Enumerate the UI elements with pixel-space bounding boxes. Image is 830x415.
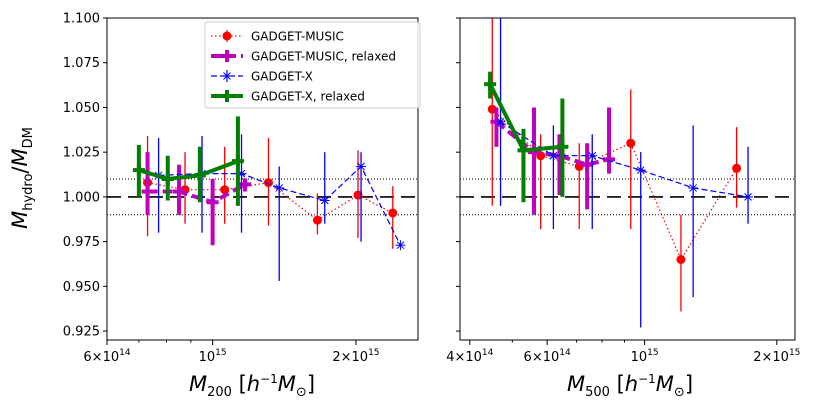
data-point: [676, 255, 686, 264]
data-point: [743, 191, 754, 202]
y-tick-label: 1.025: [63, 146, 100, 161]
x-axis-title-left: M200 [h−1M⊙]: [189, 372, 315, 400]
data-point: [517, 144, 530, 157]
x-tick-label: 6×1014: [83, 348, 130, 365]
data-point: [732, 163, 742, 173]
data-point: [353, 190, 363, 200]
data-point: [356, 161, 367, 172]
legend-marker: [221, 50, 233, 62]
data-point: [548, 150, 559, 161]
legend-label: GADGET-X: [251, 70, 313, 84]
data-point: [263, 178, 273, 188]
series-gadget-x-relaxed: [132, 116, 244, 206]
data-point: [581, 158, 594, 171]
legend-box: [204, 21, 421, 109]
data-point: [231, 155, 244, 168]
legend-marker: [222, 31, 232, 41]
y-tick-label: 1.000: [63, 190, 100, 205]
data-point: [556, 140, 569, 153]
x-tick-label: 2×1015: [332, 348, 379, 365]
series-line: [500, 121, 749, 198]
data-point: [161, 173, 174, 185]
plot-area-right: [460, 18, 795, 328]
data-point: [312, 215, 322, 225]
x-tick-label: 4×1014: [446, 348, 493, 365]
data-point: [173, 185, 186, 198]
y-tick-label: 1.075: [63, 56, 100, 71]
data-point: [395, 240, 406, 251]
y-tick-label: 1.050: [63, 101, 100, 116]
data-point: [603, 153, 616, 166]
data-point: [132, 164, 145, 177]
series-gadget-music-relaxed: [141, 152, 252, 246]
x-axis-title-right: M500 [h−1M⊙]: [567, 372, 693, 400]
y-tick-label: 0.925: [63, 325, 100, 340]
legend-entry: GADGET-X: [211, 70, 313, 84]
y-axis-title: Mhydro/MDM: [8, 127, 36, 229]
axes-frame-left: [106, 17, 419, 341]
series-gadget-x: [495, 18, 754, 328]
legend-entry: GADGET-MUSIC, relaxed: [211, 50, 396, 64]
data-point: [220, 185, 230, 195]
legend: GADGET-MUSIC GADGET-MUSIC, relaxed GADGET-…: [204, 21, 421, 109]
series-gadget-music: [487, 18, 742, 312]
legend-label: GADGET-X, relaxed: [251, 90, 365, 104]
axes-frame-right: [459, 17, 796, 341]
y-tick-label: 0.950: [63, 280, 100, 295]
y-tick-label: 0.975: [63, 235, 100, 250]
left-panel: 0.925 0.950 0.975 1.000 1.025 1.050 1.075 1.100…: [63, 12, 419, 365]
data-point: [587, 150, 598, 161]
legend-marker: [221, 90, 233, 102]
y-tick-label: 1.100: [63, 12, 100, 27]
series-gadget-x-relaxed: [484, 71, 569, 203]
x-tick-label: 2×1015: [753, 348, 800, 365]
legend-label: GADGET-MUSIC: [251, 30, 344, 44]
series-line: [491, 108, 738, 261]
series-gadget-x: [153, 134, 406, 281]
series-gadget-music: [143, 136, 398, 249]
x-tick-label: 1015: [631, 348, 659, 365]
data-point: [206, 196, 219, 209]
data-point: [141, 185, 154, 198]
data-point: [274, 182, 285, 193]
legend-marker: [222, 71, 232, 81]
data-point: [319, 195, 330, 206]
x-tick-label: 1015: [199, 348, 227, 365]
legend-entry: GADGET-X, relaxed: [211, 90, 365, 104]
plot-area-left: [107, 116, 418, 281]
legend-label: GADGET-MUSIC, relaxed: [251, 50, 396, 64]
legend-entry: GADGET-MUSIC: [211, 30, 344, 44]
data-point: [193, 169, 206, 182]
data-point: [495, 116, 506, 127]
data-point: [388, 208, 398, 218]
data-point: [484, 78, 497, 91]
x-tick-label: 6×1014: [524, 348, 571, 365]
right-panel: 4×1014 6×1014 1015 2×1015: [446, 17, 800, 365]
series-line: [138, 159, 239, 182]
data-point: [626, 138, 636, 148]
series-line: [147, 182, 247, 205]
data-point: [688, 182, 699, 193]
data-point: [635, 165, 646, 176]
